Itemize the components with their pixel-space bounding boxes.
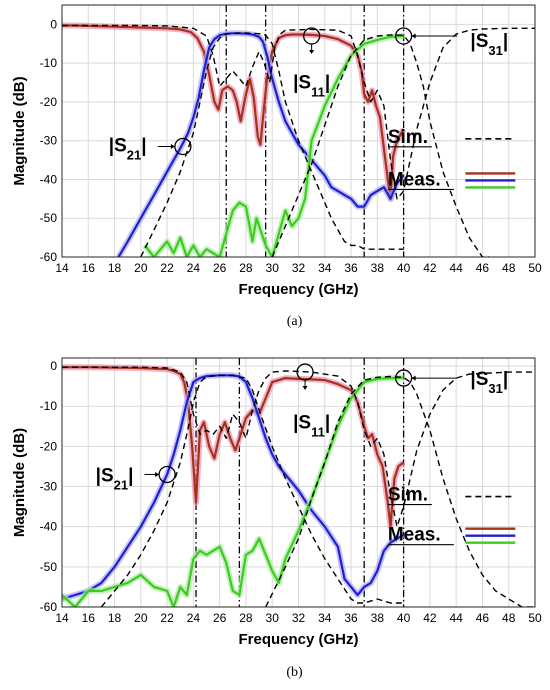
x-tick-label: 14 <box>55 611 69 625</box>
y-tick-label: -40 <box>40 172 58 186</box>
annotation-arrowhead <box>411 33 416 39</box>
series-s31-meas <box>143 34 404 257</box>
x-tick-label: 20 <box>134 261 148 275</box>
chart-b-svg: 14 16 18 20 22 24 26 28 30 32 34 36 38 40 42 44 46 48 50 0 -… <box>11 357 542 680</box>
x-tick-label: 42 <box>423 611 437 625</box>
chart-panel-a: 14 16 18 20 22 24 26 28 30 32 34 36 38 40 42 44 46 48 50 0 -… <box>11 4 542 329</box>
y-tick-label: -50 <box>40 560 58 574</box>
x-tick-label: 44 <box>449 261 463 275</box>
x-tick-label: 16 <box>82 611 96 625</box>
annotation-arrowhead <box>155 471 160 477</box>
tick-labels-a: 14 16 18 20 22 24 26 28 30 32 34 36 38 40 42 44 46 48 50 0 -… <box>40 17 542 275</box>
legend-label-sim: Sim. <box>388 127 428 148</box>
panel-caption: (b) <box>286 665 303 680</box>
x-tick-label: 38 <box>371 611 385 625</box>
y-tick-label: 0 <box>50 17 57 31</box>
x-tick-label: 46 <box>476 611 490 625</box>
series-s21-sim <box>100 374 404 607</box>
legend-label-sim: Sim. <box>388 485 428 506</box>
x-tick-label: 22 <box>160 261 174 275</box>
annotation-arrowhead <box>302 386 308 391</box>
legend-label-meas: Meas. <box>388 169 441 190</box>
x-tick-label: 40 <box>397 261 411 275</box>
x-tick-label: 28 <box>239 261 253 275</box>
plot-frame-a <box>61 4 536 258</box>
plot-frame-b <box>61 357 536 608</box>
annotation-arrowhead <box>309 50 315 55</box>
annotation-s11: |S11| <box>293 412 330 439</box>
series-s11-meas <box>62 366 405 528</box>
series-group-a <box>62 22 535 257</box>
y-tick-label: 0 <box>50 359 57 373</box>
chart-a-svg: 14 16 18 20 22 24 26 28 30 32 34 36 38 40 42 44 46 48 50 0 -… <box>11 4 542 329</box>
x-tick-label: 14 <box>55 261 69 275</box>
legend-label-meas: Meas. <box>388 525 441 546</box>
x-tick-label: 32 <box>292 611 306 625</box>
y-tick-label: -20 <box>40 439 58 453</box>
series-s11-sim <box>62 24 535 200</box>
annotations-b: |S21| |S11| |S31| <box>96 363 508 492</box>
legend-b: Sim. Meas. <box>387 485 516 546</box>
x-tick-label: 26 <box>213 261 227 275</box>
x-tick-label: 42 <box>423 261 437 275</box>
y-tick-label: -10 <box>40 56 58 70</box>
annotation-arrowhead <box>170 144 175 150</box>
annotation-s31: |S31| <box>470 31 508 58</box>
y-axis-label: Magnitude (dB) <box>11 76 28 185</box>
y-tick-label: -20 <box>40 95 58 109</box>
series-s11-meas <box>62 24 405 200</box>
x-tick-label: 32 <box>292 261 306 275</box>
x-tick-label: 24 <box>187 261 201 275</box>
annotation-s21: |S21| <box>96 465 134 492</box>
x-tick-label: 20 <box>134 611 148 625</box>
x-tick-label: 50 <box>528 261 542 275</box>
series-group-b <box>62 364 535 607</box>
annotation-s11: |S11| <box>293 73 330 100</box>
x-tick-label: 46 <box>476 261 490 275</box>
x-tick-label: 34 <box>318 261 332 275</box>
legend-a: Sim. Meas. <box>387 127 516 190</box>
annotations-a: |S21| |S11| |S31| <box>109 27 508 163</box>
x-tick-label: 22 <box>160 611 174 625</box>
y-tick-label: -30 <box>40 134 58 148</box>
series-s21-sim <box>140 32 404 257</box>
series-s31-meas <box>62 376 404 607</box>
band-edges-b <box>195 358 405 607</box>
x-axis-label: Frequency (GHz) <box>238 281 358 298</box>
y-tick-label: -10 <box>40 399 58 413</box>
annotation-s21: |S21| <box>109 136 147 163</box>
y-axis-label: Magnitude (dB) <box>11 428 28 537</box>
x-tick-label: 36 <box>344 261 358 275</box>
x-tick-label: 18 <box>108 261 122 275</box>
y-tick-label: -40 <box>40 520 58 534</box>
y-tick-label: -30 <box>40 480 58 494</box>
x-tick-label: 16 <box>82 261 96 275</box>
x-tick-label: 30 <box>266 261 280 275</box>
x-tick-label: 50 <box>528 611 542 625</box>
annotation-s31: |S31| <box>470 369 508 396</box>
x-tick-label: 48 <box>502 611 516 625</box>
annotation-arrowhead <box>411 375 416 381</box>
y-tick-label: -60 <box>40 600 58 614</box>
x-tick-label: 48 <box>502 261 516 275</box>
y-tick-label: -60 <box>40 250 58 264</box>
x-tick-label: 30 <box>266 611 280 625</box>
x-tick-label: 28 <box>239 611 253 625</box>
x-tick-label: 24 <box>187 611 201 625</box>
x-axis-label: Frequency (GHz) <box>238 631 358 648</box>
x-tick-label: 38 <box>371 261 385 275</box>
x-tick-label: 40 <box>397 611 411 625</box>
series-s21-meas <box>62 374 405 601</box>
x-tick-label: 34 <box>318 611 332 625</box>
x-tick-label: 26 <box>213 611 227 625</box>
chart-panel-b: 14 16 18 20 22 24 26 28 30 32 34 36 38 40 42 44 46 48 50 0 -… <box>0 345 550 690</box>
series-s31-sim <box>271 34 489 257</box>
tick-labels-b: 14 16 18 20 22 24 26 28 30 32 34 36 38 40 42 44 46 48 50 0 -… <box>40 359 542 625</box>
series-s31-sim <box>265 375 535 607</box>
y-tick-label: -50 <box>40 211 58 225</box>
x-tick-label: 18 <box>108 611 122 625</box>
x-tick-label: 36 <box>344 611 358 625</box>
x-tick-label: 44 <box>449 611 463 625</box>
panel-caption: (a) <box>287 314 303 329</box>
